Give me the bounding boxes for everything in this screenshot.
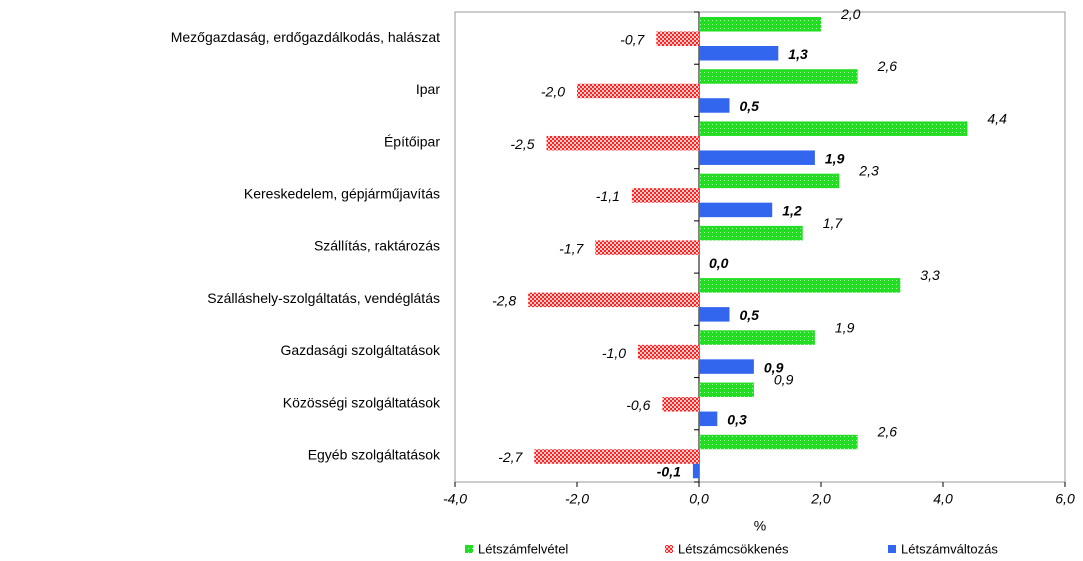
legend-label: Létszámváltozás: [901, 541, 998, 556]
value-label: -0,1: [657, 464, 681, 480]
value-label: 2,3: [858, 163, 879, 179]
bar: [699, 225, 803, 241]
bar: [699, 69, 858, 84]
value-label: -2,8: [492, 293, 516, 309]
value-label: 4,4: [987, 110, 1007, 126]
x-tick-label: 0,0: [689, 491, 709, 507]
value-label: -1,7: [559, 240, 584, 256]
category-label: Gazdasági szolgáltatások: [280, 342, 441, 358]
value-label: -1,1: [596, 188, 620, 204]
category-label: Építőipar: [384, 133, 440, 149]
value-label: 1,3: [788, 46, 808, 62]
legend-swatch: [665, 545, 673, 553]
legend-swatch: [465, 545, 473, 553]
bar: [534, 449, 699, 464]
bar: [595, 240, 699, 255]
value-label: -2,0: [541, 84, 565, 100]
x-tick-label: -4,0: [443, 491, 467, 507]
bar: [699, 307, 730, 322]
value-label: 0,5: [740, 98, 760, 114]
bar: [699, 46, 779, 61]
value-label: 1,9: [825, 150, 845, 166]
bar: [699, 330, 815, 345]
value-label: 3,3: [920, 267, 940, 283]
x-axis-label: %: [754, 518, 766, 534]
category-label: Kereskedelem, gépjárműjavítás: [244, 185, 440, 201]
bar: [699, 434, 858, 450]
x-tick-label: 4,0: [933, 491, 953, 507]
category-label: Közösségi szolgáltatások: [283, 394, 441, 410]
category-label: Egyéb szolgáltatások: [308, 447, 441, 463]
bar: [699, 359, 754, 374]
bar: [546, 135, 699, 151]
value-label: 0,3: [727, 412, 747, 428]
legend-swatch: [888, 545, 896, 553]
value-label: 2,6: [877, 58, 898, 74]
value-label: -0,6: [626, 397, 650, 413]
value-label: 0,0: [709, 255, 729, 271]
bar: [699, 98, 730, 113]
bar: [577, 83, 699, 99]
value-label: 0,5: [740, 307, 760, 323]
value-label: -2,7: [498, 449, 523, 465]
bar: [699, 202, 773, 218]
x-tick-label: 6,0: [1055, 491, 1075, 507]
category-label: Mezőgazdaság, erdőgazdálkodás, halászat: [171, 29, 440, 45]
legend-label: Létszámcsökkenés: [678, 541, 789, 556]
bar: [699, 411, 718, 427]
x-tick-label: -2,0: [565, 491, 589, 507]
category-label: Szálláshely-szolgáltatás, vendéglátás: [207, 290, 440, 306]
category-label: Szállítás, raktározás: [314, 238, 440, 254]
bar: [631, 188, 699, 203]
value-label: -0,7: [620, 31, 645, 47]
value-label: -2,5: [510, 136, 534, 152]
value-label: -1,0: [602, 345, 626, 361]
category-label: Ipar: [416, 81, 440, 97]
value-label: 2,6: [877, 424, 898, 440]
plot-frame: [454, 11, 1066, 483]
value-label: 2,0: [840, 6, 861, 22]
bar: [699, 17, 821, 32]
bar: [638, 344, 699, 360]
legend-label: Létszámfelvétel: [478, 541, 568, 556]
bar: [662, 397, 699, 412]
bar: [699, 121, 968, 136]
x-tick-label: 2,0: [810, 491, 831, 507]
bar: [699, 382, 754, 398]
value-label: 0,9: [774, 372, 794, 388]
bar: [692, 463, 699, 479]
value-label: 1,9: [835, 319, 855, 335]
bar: [699, 278, 901, 293]
value-label: 0,9: [764, 359, 784, 375]
bar: [528, 292, 699, 308]
value-label: 1,2: [782, 203, 802, 219]
bar: [699, 150, 815, 165]
value-label: 1,7: [823, 215, 844, 231]
bar: [656, 31, 699, 46]
bar: [699, 173, 840, 189]
